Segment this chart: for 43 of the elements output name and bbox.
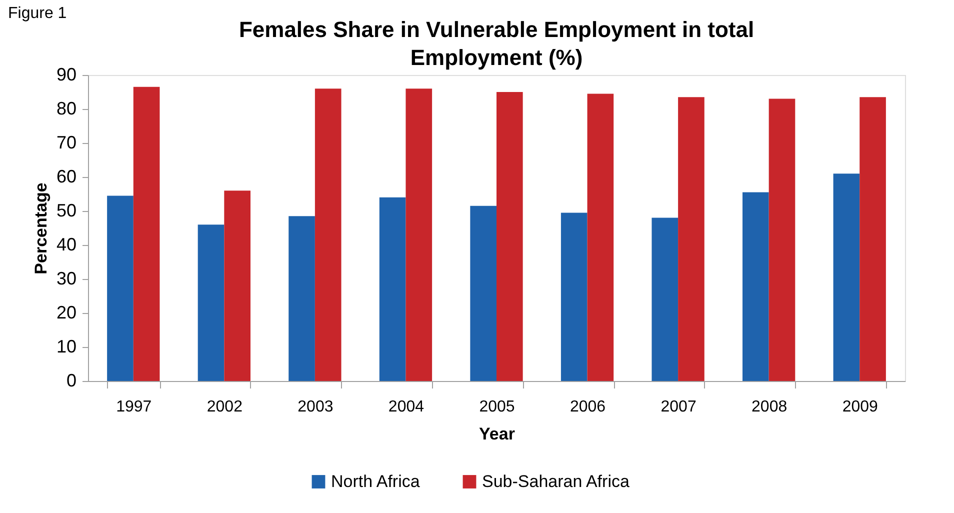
x-axis-title: Year [479,424,516,444]
legend-label: Sub-Saharan Africa [482,472,630,491]
bar [133,86,160,381]
legend-label: North Africa [331,472,420,491]
bar [768,98,796,381]
bar [224,190,250,381]
bar [314,88,342,381]
bar [860,97,886,381]
x-tick-label: 2003 [298,398,334,416]
bar [470,206,496,381]
y-axis-title: Percentage [31,182,50,274]
y-tick-label: 30 [56,268,76,288]
bar [107,196,134,381]
y-tick-label: 80 [56,98,76,118]
y-tick-label: 70 [56,132,76,152]
x-tick-label: 1997 [116,398,152,416]
y-tick-label: 50 [56,200,76,220]
bar [678,97,704,381]
y-tick-label: 60 [56,166,76,186]
bar [652,218,678,381]
y-tick-label: 90 [56,64,76,84]
bar [379,197,406,381]
y-tick-label: 40 [56,234,76,254]
y-tick-label: 20 [56,302,76,322]
bar [496,92,523,381]
caption: Figure 1 [8,5,67,22]
y-tick-label: 10 [56,336,76,356]
x-tick-label: 2008 [752,398,788,416]
bar [198,224,224,381]
x-tick-label: 2005 [479,398,515,416]
bar [406,88,432,381]
x-tick-label: 2004 [388,398,424,416]
x-tick-label: 2009 [842,398,878,416]
bar [587,94,614,381]
bar [288,216,315,381]
bar [833,174,860,381]
bar [560,212,588,381]
x-tick-label: 2007 [660,398,696,416]
chart-title: Females Share in Vulnerable Employment in total Employment (%) [238,17,754,70]
x-tick-label: 2002 [206,398,243,416]
x-tick-label: 2006 [570,398,606,416]
bar [742,192,769,381]
y-tick-label: 0 [66,370,76,390]
